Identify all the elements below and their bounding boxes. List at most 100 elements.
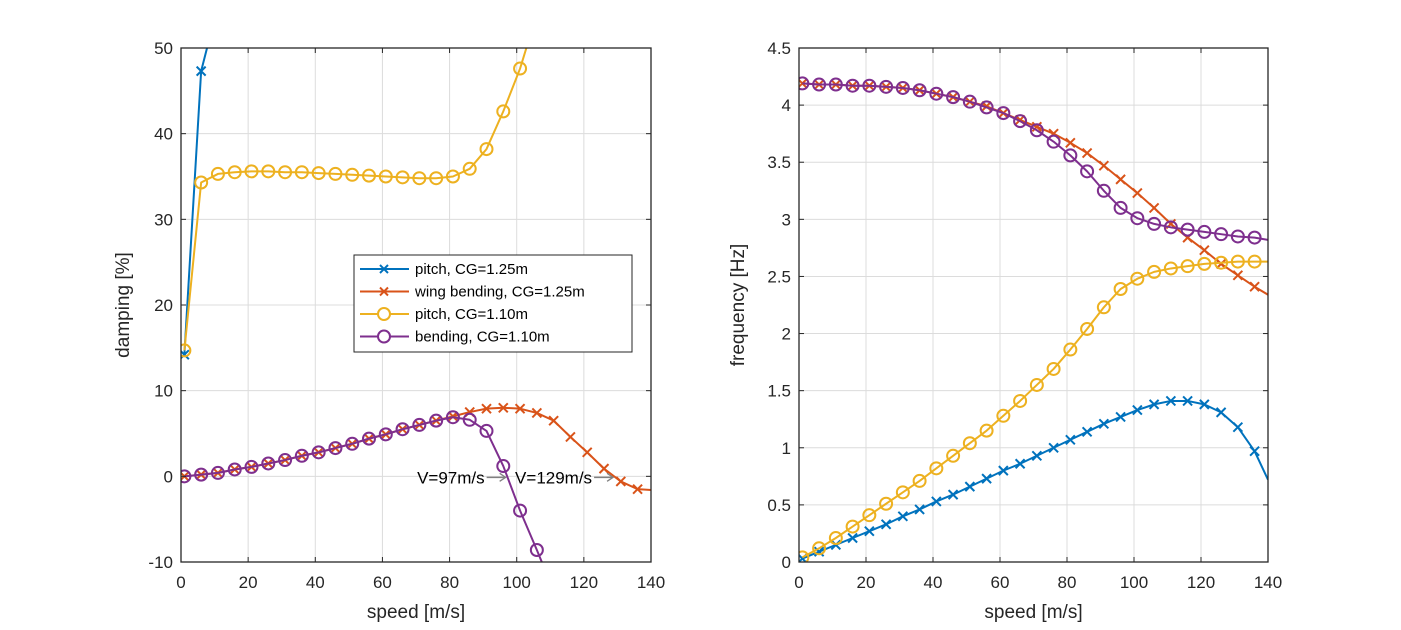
x-tick-label: 140: [1254, 573, 1282, 592]
data-point-pitch-cg-1-25m: [847, 532, 858, 544]
data-point-bending-cg-1-10m: [812, 77, 827, 92]
data-point-pitch-cg-1-10m: [412, 171, 427, 186]
data-point-pitch-cg-1-10m: [345, 167, 360, 182]
data-point-pitch-cg-1-10m: [1029, 377, 1044, 392]
y-tick-label: 40: [154, 125, 173, 144]
data-point-pitch-cg-1-25m: [1014, 458, 1026, 469]
y-axis-label: frequency [Hz]: [728, 244, 749, 367]
data-point-pitch-cg-1-25m: [931, 496, 942, 507]
data-point-bending-cg-1-10m: [996, 106, 1011, 121]
data-point-wing-bending-cg-1-25m: [632, 483, 643, 495]
data-point-pitch-cg-1-10m: [496, 104, 511, 119]
data-point-pitch-cg-1-25m: [981, 473, 992, 484]
data-point-pitch-cg-1-25m: [1148, 399, 1160, 410]
data-point-pitch-cg-1-25m: [964, 481, 976, 492]
annotation-arrow-head: [499, 472, 507, 482]
data-point-wing-bending-cg-1-25m: [531, 407, 543, 419]
x-tick-label: 120: [570, 573, 598, 592]
data-point-bending-cg-1-10m: [1029, 123, 1044, 138]
data-point-wing-bending-cg-1-25m: [1199, 244, 1210, 256]
x-tick-label: 140: [637, 573, 665, 592]
data-point-bending-cg-1-10m: [946, 90, 961, 105]
data-point-pitch-cg-1-25m: [998, 465, 1009, 476]
data-point-pitch-cg-1-10m: [462, 161, 477, 176]
data-point-bending-cg-1-10m: [1180, 222, 1195, 237]
data-point-bending-cg-1-10m: [845, 78, 860, 93]
data-point-pitch-cg-1-10m: [181, 343, 192, 358]
x-tick-label: 60: [991, 573, 1010, 592]
data-point-pitch-cg-1-10m: [1214, 255, 1229, 270]
data-point-bending-cg-1-10m: [294, 448, 309, 463]
data-point-wing-bending-cg-1-25m: [565, 431, 576, 443]
data-point-pitch-cg-1-25m: [1132, 404, 1143, 416]
data-point-wing-bending-cg-1-25m: [1132, 187, 1143, 199]
data-point-bending-cg-1-10m: [1163, 220, 1178, 235]
data-point-pitch-cg-1-25m: [1081, 426, 1093, 437]
data-point-wing-bending-cg-1-25m: [1249, 281, 1260, 292]
y-tick-label: 50: [154, 39, 173, 58]
data-point-wing-bending-cg-1-25m: [1081, 147, 1093, 159]
data-point-pitch-cg-1-10m: [1080, 321, 1095, 336]
data-point-bending-cg-1-10m: [227, 462, 242, 477]
x-tick-label: 120: [1187, 573, 1215, 592]
x-tick-label: 20: [239, 573, 258, 592]
data-point-bending-cg-1-10m: [1214, 227, 1229, 242]
x-axis-label: speed [m/s]: [367, 602, 465, 623]
legend-label: wing bending, CG=1.25m: [414, 284, 585, 301]
data-point-pitch-cg-1-10m: [311, 166, 326, 181]
data-point-pitch-cg-1-10m: [1247, 254, 1262, 269]
data-point-pitch-cg-1-10m: [1147, 264, 1162, 279]
data-point-pitch-cg-1-10m: [1096, 300, 1111, 315]
data-point-bending-cg-1-10m: [244, 459, 259, 474]
data-point-wing-bending-cg-1-25m: [548, 415, 559, 426]
data-point-pitch-cg-1-10m: [244, 164, 259, 179]
y-tick-label: 4: [782, 96, 791, 115]
data-point-pitch-cg-1-25m: [864, 525, 875, 537]
data-point-pitch-cg-1-10m: [445, 169, 460, 184]
x-tick-label: 80: [440, 573, 459, 592]
data-point-bending-cg-1-10m: [328, 441, 343, 456]
data-point-pitch-cg-1-10m: [1230, 254, 1245, 269]
data-point-bending-cg-1-10m: [1130, 211, 1145, 226]
data-point-bending-cg-1-10m: [1046, 134, 1061, 149]
data-point-bending-cg-1-10m: [412, 417, 427, 432]
data-point-wing-bending-cg-1-25m: [1098, 160, 1110, 171]
data-point-pitch-cg-1-10m: [479, 142, 494, 157]
data-point-bending-cg-1-10m: [962, 94, 977, 109]
legend-marker-wing-bending-cg-1-25m: [379, 286, 389, 297]
data-point-bending-cg-1-10m: [194, 467, 209, 482]
legend-marker-bending-cg-1-10m: [377, 329, 391, 344]
data-point-pitch-cg-1-25m: [1165, 395, 1177, 407]
y-tick-label: 3: [782, 210, 791, 229]
data-point-bending-cg-1-10m: [879, 79, 894, 94]
data-point-pitch-cg-1-25m: [1249, 445, 1260, 457]
data-point-bending-cg-1-10m: [1063, 148, 1078, 163]
x-tick-label: 40: [306, 573, 325, 592]
data-point-bending-cg-1-10m: [979, 100, 994, 115]
y-tick-label: 10: [154, 382, 173, 401]
data-point-bending-cg-1-10m: [278, 453, 293, 468]
data-point-pitch-cg-1-10m: [1013, 393, 1028, 408]
data-point-pitch-cg-1-25m: [1031, 450, 1043, 461]
data-point-pitch-cg-1-10m: [1046, 361, 1061, 376]
data-point-pitch-cg-1-10m: [227, 165, 242, 180]
data-point-bending-cg-1-10m: [445, 410, 460, 425]
series-group: [799, 76, 1268, 562]
data-point-bending-cg-1-10m: [828, 77, 843, 92]
data-point-wing-bending-cg-1-25m: [1065, 137, 1076, 149]
legend-label: bending, CG=1.10m: [415, 329, 550, 346]
data-point-pitch-cg-1-10m: [799, 550, 810, 562]
data-point-pitch-cg-1-10m: [1130, 271, 1145, 286]
data-point-bending-cg-1-10m: [479, 423, 494, 438]
data-point-pitch-cg-1-25m: [1199, 399, 1210, 410]
x-tick-label: 40: [924, 573, 943, 592]
x-tick-label: 20: [857, 573, 876, 592]
data-point-bending-cg-1-10m: [1147, 216, 1162, 231]
y-tick-label: 3.5: [767, 153, 791, 172]
y-tick-label: 20: [154, 296, 173, 315]
x-tick-label: 0: [794, 573, 803, 592]
data-point-pitch-cg-1-25m: [897, 511, 909, 522]
data-point-wing-bending-cg-1-25m: [498, 402, 509, 414]
data-point-pitch-cg-1-10m: [979, 423, 994, 438]
